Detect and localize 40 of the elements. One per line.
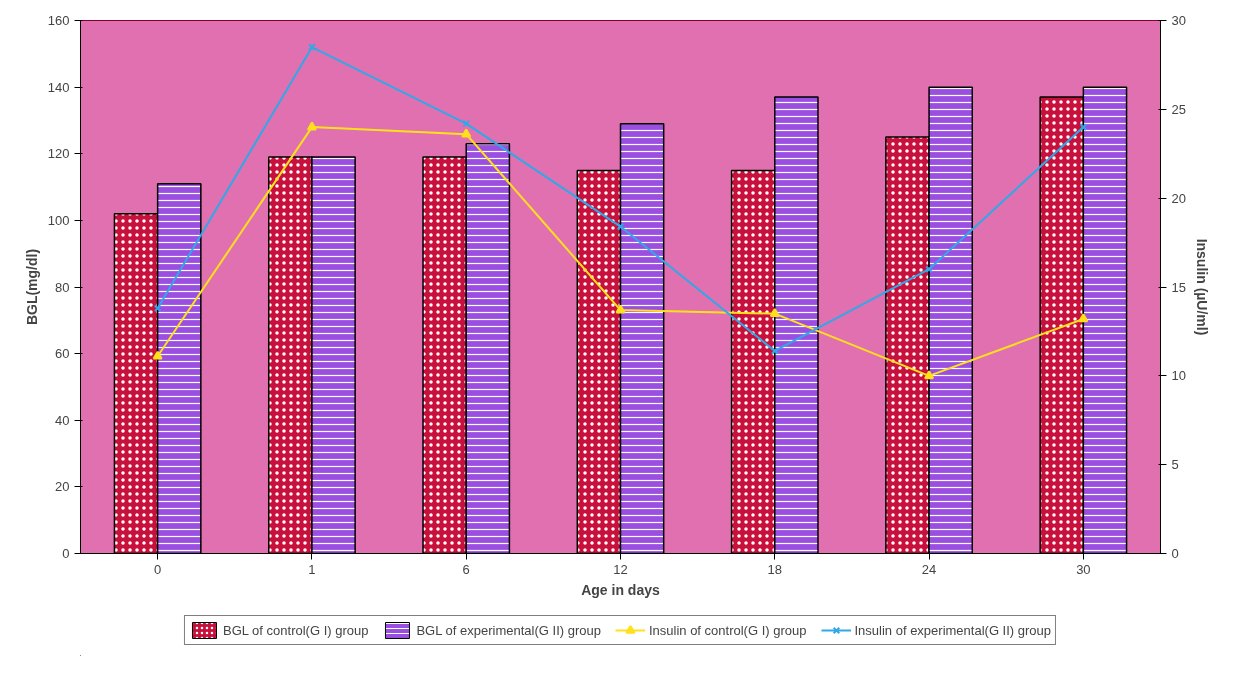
y2-axis-title: Insulin (µU/ml) [1193, 238, 1210, 336]
x-tick-label: 12 [613, 561, 628, 577]
x-axis-title: Age in days [581, 581, 660, 598]
y-axis-title: BGL(mg/dl) [23, 248, 40, 326]
point [462, 119, 471, 128]
y2-tick-label: 20 [1171, 190, 1186, 206]
y-tick-label: 100 [47, 212, 70, 228]
y2-tick-label: 15 [1171, 279, 1186, 295]
point [924, 370, 935, 380]
y-tick-label: 20 [55, 479, 70, 495]
point [152, 350, 163, 360]
y-tick-label: 120 [47, 146, 70, 162]
point [1078, 313, 1089, 323]
y-tick-label: 0 [62, 546, 70, 561]
y2-tick-label: 0 [1171, 546, 1179, 561]
point [306, 121, 317, 131]
x-tick-label: 30 [1076, 561, 1091, 577]
legend-label: Insulin of control(G I) group [648, 622, 807, 638]
legend-label: Insulin of experimental(G II) group [854, 622, 1052, 638]
y-tick-label: 40 [55, 412, 70, 428]
y-tick-label: 80 [55, 279, 70, 295]
x-tick-label: 24 [921, 561, 937, 577]
point [153, 304, 162, 313]
point [616, 222, 625, 231]
legend-label: BGL of control(G I) group [222, 622, 369, 638]
y2-tick-label: 25 [1171, 101, 1186, 117]
x-tick-label: 0 [154, 561, 162, 577]
x-tick-label: 18 [767, 561, 783, 577]
y-tick-label: 160 [47, 13, 70, 28]
point [461, 128, 472, 138]
point [615, 304, 626, 314]
legend-label: BGL of experimental(G II) group [416, 622, 601, 638]
x-tick-label: 1 [308, 561, 316, 577]
x-tick-label: 6 [462, 561, 470, 577]
y-tick-label: 60 [55, 346, 70, 362]
y-tick-label: 140 [47, 79, 70, 95]
point [769, 308, 780, 317]
y2-tick-label: 10 [1171, 368, 1186, 384]
y2-tick-label: 30 [1171, 13, 1186, 28]
y2-tick-label: 5 [1171, 457, 1179, 473]
